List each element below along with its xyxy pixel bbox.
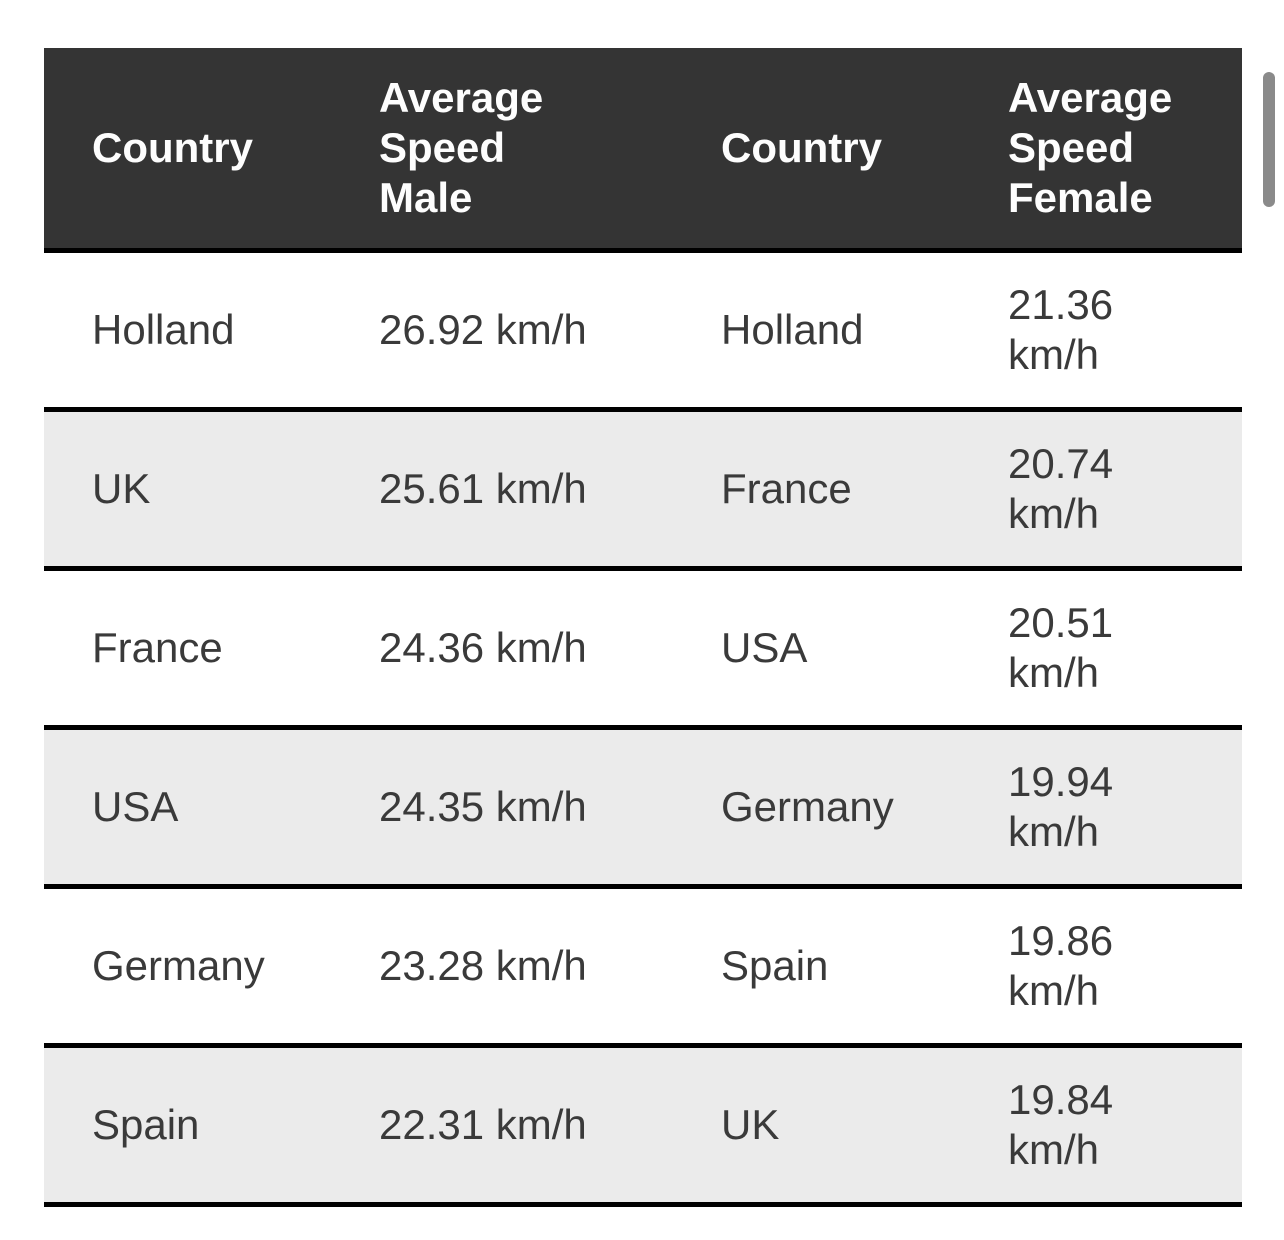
cell-speed-female: 19.86 km/h bbox=[960, 884, 1242, 1046]
header-avg-speed-female-label: Average Speed Female bbox=[1008, 74, 1173, 221]
cell-speed-female: 20.74 km/h bbox=[960, 407, 1242, 569]
cell-country-female: France bbox=[673, 407, 960, 569]
speed-male-value: 25.61 km/h bbox=[379, 465, 587, 512]
cell-country-female: UK bbox=[673, 1043, 960, 1207]
speed-female-value: 19.86 km/h bbox=[1008, 917, 1114, 1014]
speed-male-value: 24.36 km/h bbox=[379, 624, 587, 671]
table-row: Germany 23.28 km/h Spain 19.86 km/h bbox=[44, 884, 1242, 1046]
cell-country-female: USA bbox=[673, 566, 960, 728]
cell-speed-male: 24.35 km/h bbox=[331, 725, 673, 887]
cell-speed-female: 19.94 km/h bbox=[960, 725, 1242, 887]
country-male-value: Holland bbox=[92, 306, 235, 353]
cell-country-male: Germany bbox=[44, 884, 331, 1046]
country-female-value: Holland bbox=[721, 306, 864, 353]
cell-speed-male: 22.31 km/h bbox=[331, 1043, 673, 1207]
speed-male-value: 24.35 km/h bbox=[379, 783, 587, 830]
country-male-value: Spain bbox=[92, 1101, 200, 1148]
country-male-value: Germany bbox=[92, 942, 265, 989]
speed-male-value: 23.28 km/h bbox=[379, 942, 587, 989]
speed-female-value: 21.36 km/h bbox=[1008, 281, 1114, 378]
header-avg-speed-female: Average Speed Female bbox=[960, 48, 1242, 251]
speed-female-value: 20.74 km/h bbox=[1008, 440, 1114, 537]
cell-country-male: UK bbox=[44, 407, 331, 569]
speed-male-value: 26.92 km/h bbox=[379, 306, 587, 353]
table-body: Holland 26.92 km/h Holland 21.36 km/h UK… bbox=[44, 248, 1242, 1207]
cell-country-female: Germany bbox=[673, 725, 960, 887]
cell-country-male: Holland bbox=[44, 248, 331, 410]
table-row: Spain 22.31 km/h UK 19.84 km/h bbox=[44, 1043, 1242, 1207]
header-avg-speed-male: Average Speed Male bbox=[331, 48, 673, 251]
cell-speed-male: 24.36 km/h bbox=[331, 566, 673, 728]
speed-female-value: 19.94 km/h bbox=[1008, 758, 1114, 855]
cell-speed-male: 26.92 km/h bbox=[331, 248, 673, 410]
country-female-value: UK bbox=[721, 1101, 780, 1148]
header-country-male-label: Country bbox=[92, 124, 253, 171]
country-male-value: France bbox=[92, 624, 223, 671]
table-row: Holland 26.92 km/h Holland 21.36 km/h bbox=[44, 248, 1242, 410]
header-country-female-label: Country bbox=[721, 124, 882, 171]
cell-country-male: Spain bbox=[44, 1043, 331, 1207]
cell-speed-female: 21.36 km/h bbox=[960, 248, 1242, 410]
table-row: USA 24.35 km/h Germany 19.94 km/h bbox=[44, 725, 1242, 887]
country-female-value: Germany bbox=[721, 783, 894, 830]
speed-female-value: 20.51 km/h bbox=[1008, 599, 1114, 696]
table-row: UK 25.61 km/h France 20.74 km/h bbox=[44, 407, 1242, 569]
country-male-value: USA bbox=[92, 783, 179, 830]
cell-country-male: USA bbox=[44, 725, 331, 887]
cell-country-female: Holland bbox=[673, 248, 960, 410]
header-country-female: Country bbox=[673, 48, 960, 251]
header-row: Country Average Speed Male Country Avera… bbox=[44, 48, 1242, 251]
country-female-value: Spain bbox=[721, 942, 829, 989]
table-header: Country Average Speed Male Country Avera… bbox=[44, 48, 1242, 251]
speed-female-value: 19.84 km/h bbox=[1008, 1076, 1114, 1173]
cell-country-female: Spain bbox=[673, 884, 960, 1046]
country-male-value: UK bbox=[92, 465, 151, 512]
speed-male-value: 22.31 km/h bbox=[379, 1101, 587, 1148]
header-country-male: Country bbox=[44, 48, 331, 251]
scrollbar-thumb[interactable] bbox=[1263, 72, 1275, 207]
header-avg-speed-male-label: Average Speed Male bbox=[379, 74, 544, 221]
table-row: France 24.36 km/h USA 20.51 km/h bbox=[44, 566, 1242, 728]
country-female-value: France bbox=[721, 465, 852, 512]
cell-speed-female: 19.84 km/h bbox=[960, 1043, 1242, 1207]
cycling-speed-table: Country Average Speed Male Country Avera… bbox=[44, 48, 1242, 1207]
cell-country-male: France bbox=[44, 566, 331, 728]
cell-speed-male: 23.28 km/h bbox=[331, 884, 673, 1046]
country-female-value: USA bbox=[721, 624, 808, 671]
cell-speed-male: 25.61 km/h bbox=[331, 407, 673, 569]
cell-speed-female: 20.51 km/h bbox=[960, 566, 1242, 728]
